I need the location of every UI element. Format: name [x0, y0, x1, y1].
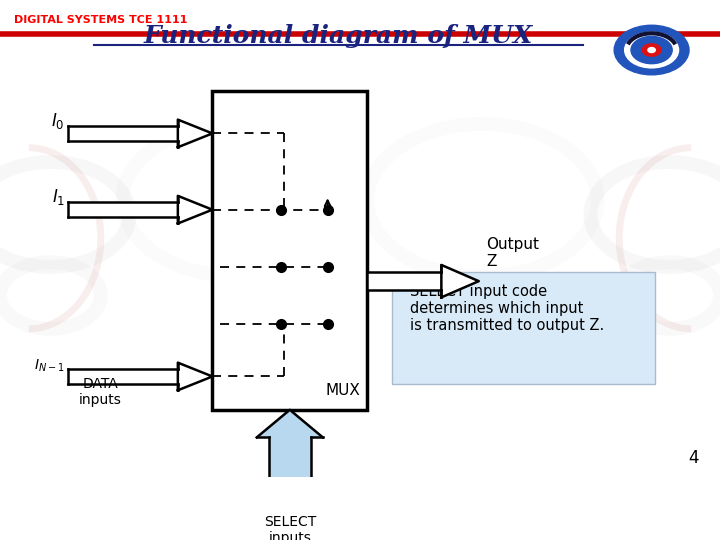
Text: SELECT input code
determines which input
is transmitted to output Z.: SELECT input code determines which input… [410, 284, 605, 333]
Circle shape [614, 25, 689, 75]
Text: 4: 4 [688, 449, 698, 467]
Circle shape [642, 44, 661, 56]
Polygon shape [178, 196, 212, 224]
Polygon shape [178, 120, 212, 147]
Circle shape [631, 36, 672, 64]
Polygon shape [178, 363, 212, 390]
Text: $I_1$: $I_1$ [52, 187, 65, 207]
Text: SELECT
inputs: SELECT inputs [264, 515, 316, 540]
Text: MUX: MUX [325, 383, 360, 398]
Polygon shape [257, 410, 323, 437]
Polygon shape [441, 265, 479, 298]
Bar [367, 272, 441, 290]
Circle shape [648, 48, 655, 52]
Bar [68, 202, 178, 217]
Text: $I_0$: $I_0$ [51, 111, 65, 131]
Text: $I_{N-1}$: $I_{N-1}$ [35, 357, 65, 374]
Bar [68, 126, 178, 141]
Text: Output
Z: Output Z [486, 237, 539, 269]
Text: DATA
inputs: DATA inputs [79, 377, 122, 408]
Bar [68, 369, 178, 384]
Bar [269, 437, 310, 503]
Text: Functional diagram of MUX: Functional diagram of MUX [144, 24, 533, 48]
Circle shape [625, 32, 678, 68]
FancyBboxPatch shape [392, 272, 655, 383]
Text: DIGITAL SYSTEMS TCE 1111: DIGITAL SYSTEMS TCE 1111 [14, 15, 188, 25]
Bar [212, 91, 367, 410]
